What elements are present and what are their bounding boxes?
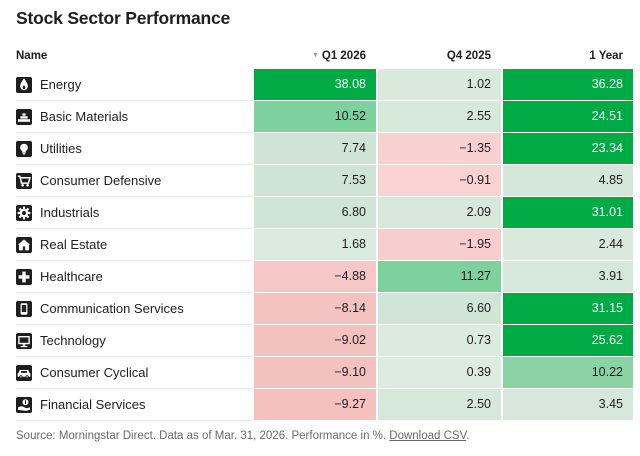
value-cell-1-year: 31.01: [501, 197, 633, 229]
sector-name-cell: Real Estate: [16, 229, 252, 261]
value-cell-1-year: 24.51: [501, 101, 633, 133]
value-cell-q4-2025: 0.39: [376, 357, 501, 389]
car-icon: [16, 364, 32, 381]
table-row: Utilities 7.74 −1.35 23.34: [16, 133, 640, 165]
sector-name: Healthcare: [40, 269, 103, 284]
column-header-q4-2025[interactable]: Q4 2025: [446, 50, 491, 62]
table-row: Technology −9.02 0.73 25.62: [16, 325, 640, 357]
medical-cross-icon: [16, 268, 32, 285]
sector-name: Financial Services: [40, 397, 146, 412]
column-header-q1-2026[interactable]: ▼ Q1 2026: [252, 50, 376, 69]
flame-icon: [16, 76, 32, 93]
value-cell-1-year: 25.62: [501, 325, 633, 357]
gear-icon: [16, 204, 32, 221]
value-cell-q4-2025: −0.91: [376, 165, 501, 197]
sector-name-cell: Consumer Cyclical: [16, 357, 252, 389]
value-cell-1-year: 36.28: [501, 69, 633, 101]
sector-name-cell: Communication Services: [16, 293, 252, 325]
materials-icon: [16, 108, 32, 125]
download-csv-link[interactable]: Download CSV: [389, 430, 467, 442]
page-title: Stock Sector Performance: [16, 8, 231, 28]
table-row: Consumer Cyclical −9.10 0.39 10.22: [16, 357, 640, 389]
sector-name: Basic Materials: [40, 109, 129, 124]
coin-hand-icon: [16, 396, 32, 413]
value-cell-q1-2026: 10.52: [252, 101, 376, 133]
sector-name: Energy: [40, 77, 82, 92]
value-cell-1-year: 4.85: [501, 165, 633, 197]
table-row: Communication Services −8.14 6.60 31.15: [16, 293, 640, 325]
sector-name: Technology: [40, 333, 106, 348]
value-cell-q1-2026: −9.10: [252, 357, 376, 389]
value-cell-q1-2026: 1.68: [252, 229, 376, 261]
value-cell-q4-2025: 2.55: [376, 101, 501, 133]
value-cell-q1-2026: −9.02: [252, 325, 376, 357]
value-cell-1-year: 31.15: [501, 293, 633, 325]
sector-name: Utilities: [40, 141, 82, 156]
value-cell-q1-2026: 6.80: [252, 197, 376, 229]
source-text: Source: Morningstar Direct. Data as of M…: [16, 430, 390, 442]
sector-name: Real Estate: [40, 237, 108, 252]
sector-name-cell: Energy: [16, 69, 252, 101]
value-cell-q4-2025: −1.95: [376, 229, 501, 261]
sector-name-cell: Basic Materials: [16, 101, 252, 133]
column-header-name[interactable]: Name: [16, 50, 48, 62]
table-body: Energy 38.08 1.02 36.28 Basic Materials …: [16, 69, 640, 421]
value-cell-q1-2026: −9.27: [252, 389, 376, 421]
sector-name-cell: Industrials: [16, 197, 252, 229]
value-cell-q1-2026: −4.88: [252, 261, 376, 293]
sort-desc-icon: ▼: [311, 52, 319, 59]
sector-name-cell: Utilities: [16, 133, 252, 165]
value-cell-q1-2026: −8.14: [252, 293, 376, 325]
table-row: Healthcare −4.88 11.27 3.91: [16, 261, 640, 293]
value-cell-1-year: 23.34: [501, 133, 633, 165]
value-cell-q4-2025: 0.73: [376, 325, 501, 357]
table-row: Basic Materials 10.52 2.55 24.51: [16, 101, 640, 133]
column-header-q1-2026-label: Q1 2026: [321, 50, 366, 62]
value-cell-q4-2025: 2.50: [376, 389, 501, 421]
table-row: Industrials 6.80 2.09 31.01: [16, 197, 640, 229]
column-header-1-year[interactable]: 1 Year: [589, 50, 623, 62]
value-cell-1-year: 2.44: [501, 229, 633, 261]
shopping-cart-icon: [16, 172, 32, 189]
source-note: Source: Morningstar Direct. Data as of M…: [16, 430, 640, 442]
phone-icon: [16, 300, 32, 317]
table-header-row: Name ▼ Q1 2026 Q4 2025 1 Year: [16, 45, 640, 69]
house-icon: [16, 236, 32, 253]
sector-name-cell: Technology: [16, 325, 252, 357]
sector-name: Industrials: [40, 205, 100, 220]
lightbulb-icon: [16, 140, 32, 157]
table-row: Consumer Defensive 7.53 −0.91 4.85: [16, 165, 640, 197]
table-row: Financial Services −9.27 2.50 3.45: [16, 389, 640, 421]
sector-name-cell: Consumer Defensive: [16, 165, 252, 197]
table-row: Energy 38.08 1.02 36.28: [16, 69, 640, 101]
monitor-icon: [16, 332, 32, 349]
value-cell-q4-2025: 1.02: [376, 69, 501, 101]
value-cell-q4-2025: 11.27: [376, 261, 501, 293]
value-cell-1-year: 3.91: [501, 261, 633, 293]
sector-name: Consumer Defensive: [40, 173, 162, 188]
sector-name: Communication Services: [40, 301, 184, 316]
value-cell-1-year: 3.45: [501, 389, 633, 421]
value-cell-q4-2025: 2.09: [376, 197, 501, 229]
sector-name-cell: Healthcare: [16, 261, 252, 293]
value-cell-q1-2026: 38.08: [252, 69, 376, 101]
value-cell-q4-2025: 6.60: [376, 293, 501, 325]
table-row: Real Estate 1.68 −1.95 2.44: [16, 229, 640, 261]
sector-name: Consumer Cyclical: [40, 365, 149, 380]
value-cell-q1-2026: 7.74: [252, 133, 376, 165]
sector-name-cell: Financial Services: [16, 389, 252, 421]
value-cell-q1-2026: 7.53: [252, 165, 376, 197]
value-cell-1-year: 10.22: [501, 357, 633, 389]
source-text-suffix: .: [466, 430, 470, 442]
value-cell-q4-2025: −1.35: [376, 133, 501, 165]
